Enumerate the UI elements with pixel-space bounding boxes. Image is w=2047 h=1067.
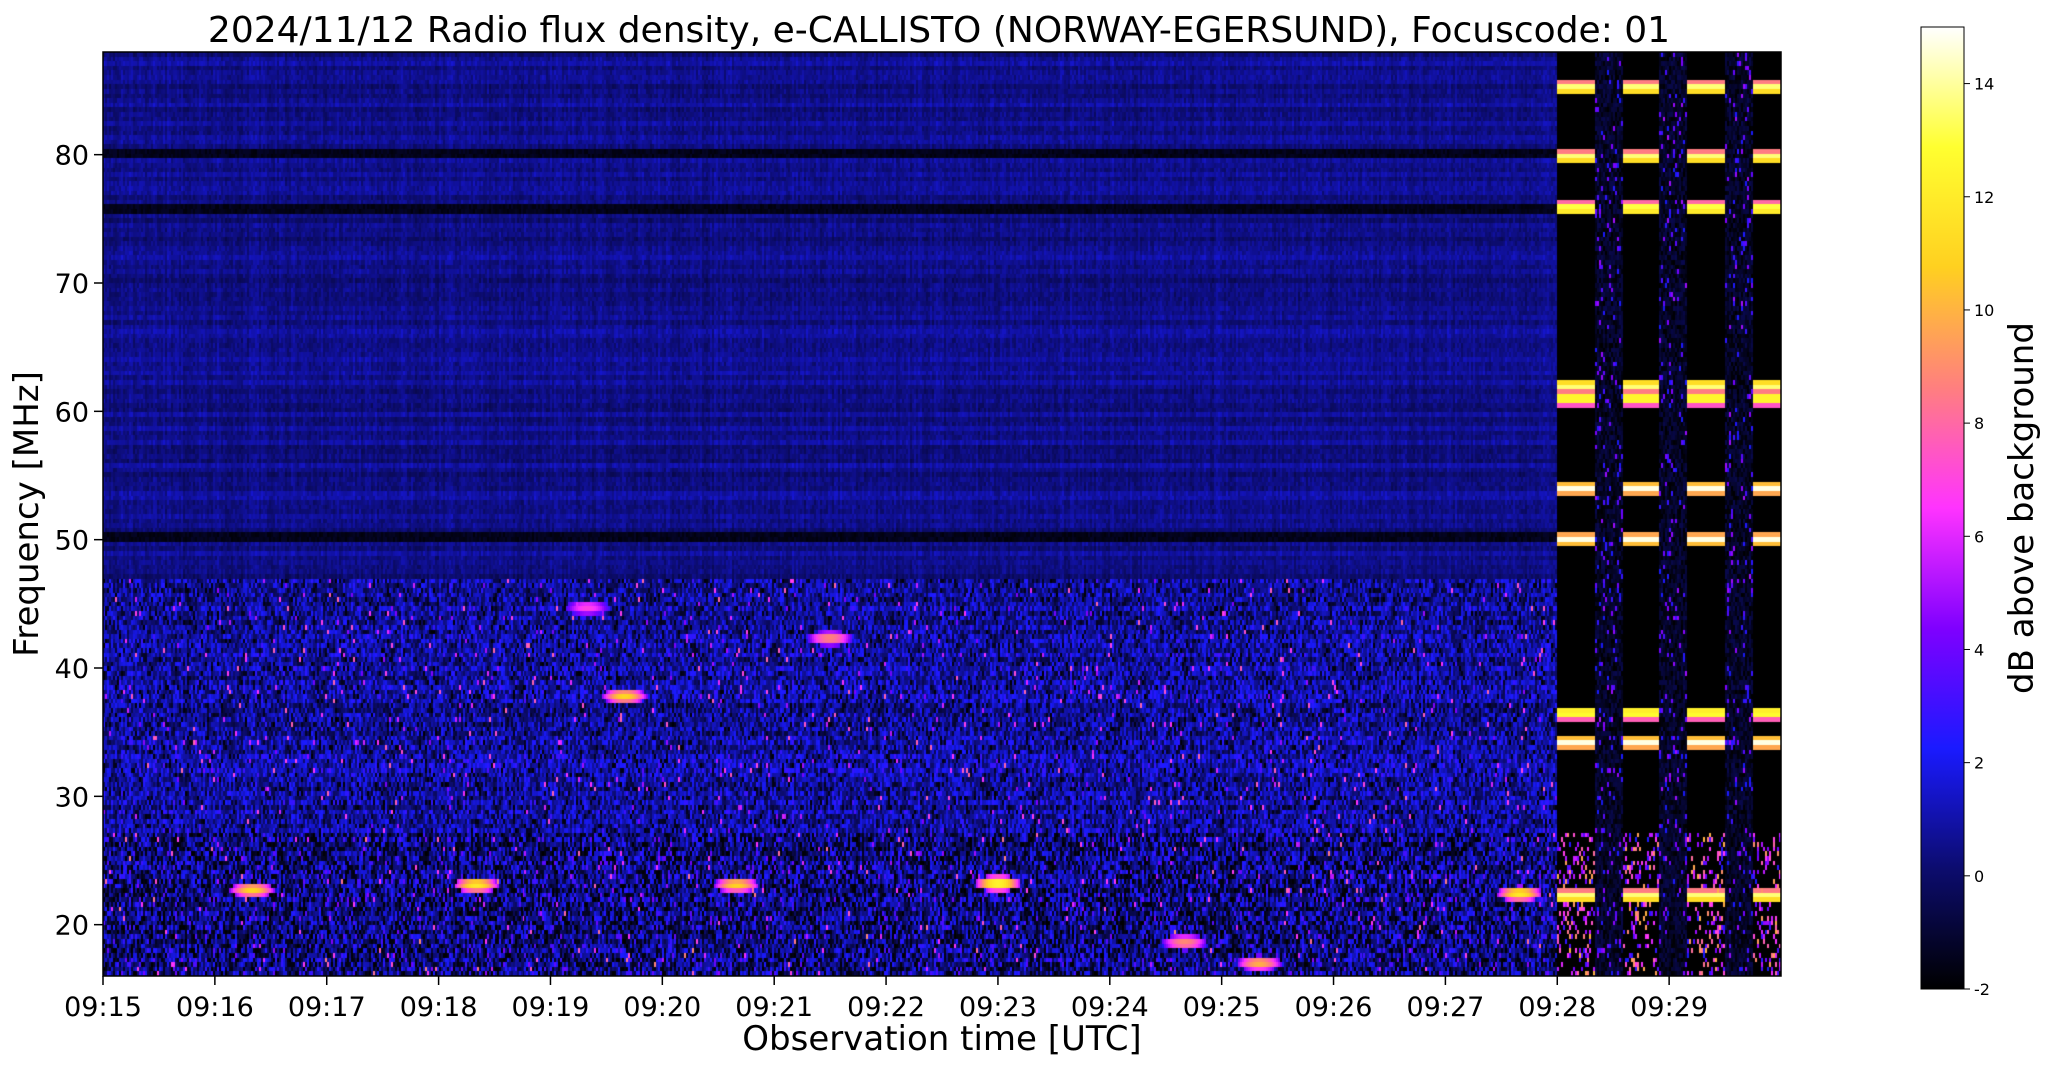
x-tick-label: 09:17: [288, 992, 366, 1023]
y-axis-ticks: 20 30 40 50 60 70 80: [55, 141, 103, 942]
colorbar-ticks: -2 0 2 4 6 8 10 12 14: [1964, 75, 1994, 999]
x-axis-label: Observation time [UTC]: [742, 1019, 1141, 1059]
colorbar-tick-label: 0: [1974, 867, 1984, 886]
y-tick-label: 60: [55, 397, 89, 428]
colorbar-tick-label: 2: [1974, 754, 1984, 773]
x-tick-label: 09:19: [512, 992, 590, 1023]
x-tick-label: 09:25: [1183, 992, 1261, 1023]
y-tick-label: 40: [55, 654, 89, 685]
x-tick-label: 09:23: [959, 992, 1037, 1023]
y-tick-label: 20: [55, 911, 89, 942]
spectrogram-plot-area: [103, 52, 1781, 976]
y-tick-label: 70: [55, 269, 89, 300]
y-axis-label: Frequency [MHz]: [7, 371, 47, 657]
y-tick-label: 50: [55, 526, 89, 557]
y-tick-label: 30: [55, 782, 89, 813]
colorbar-tick-label: 8: [1974, 414, 1984, 433]
x-tick-label: 09:24: [1071, 992, 1149, 1023]
colorbar: [1920, 26, 1965, 990]
colorbar-tick-label: 14: [1974, 75, 1994, 94]
chart-title: 2024/11/12 Radio flux density, e-CALLIST…: [208, 10, 1670, 51]
plot-frame: [102, 51, 1782, 977]
colorbar-tick-label: 4: [1974, 640, 1984, 659]
x-tick-label: 09:18: [400, 992, 478, 1023]
spectrogram-heatmap: [103, 52, 1781, 976]
y-tick-label: 80: [55, 141, 89, 172]
colorbar-tick-label: 6: [1974, 527, 1984, 546]
x-axis-ticks: 09:15 09:16 09:17 09:18 09:19 09:20 09:21 09:22…: [64, 976, 1708, 1023]
x-tick-label: 09:26: [1295, 992, 1373, 1023]
x-tick-label: 09:15: [64, 992, 142, 1023]
x-tick-label: 09:22: [847, 992, 925, 1023]
x-tick-label: 09:21: [735, 992, 813, 1023]
x-tick-label: 09:28: [1518, 992, 1596, 1023]
x-tick-label: 09:16: [176, 992, 254, 1023]
colorbar-tick-label: -2: [1974, 980, 1990, 999]
colorbar-tick-label: 10: [1974, 301, 1994, 320]
x-tick-label: 09:29: [1630, 992, 1708, 1023]
x-tick-label: 09:27: [1406, 992, 1484, 1023]
x-tick-label: 09:20: [623, 992, 701, 1023]
colorbar-tick-label: 12: [1974, 188, 1994, 207]
colorbar-label: dB above background: [2002, 322, 2042, 694]
